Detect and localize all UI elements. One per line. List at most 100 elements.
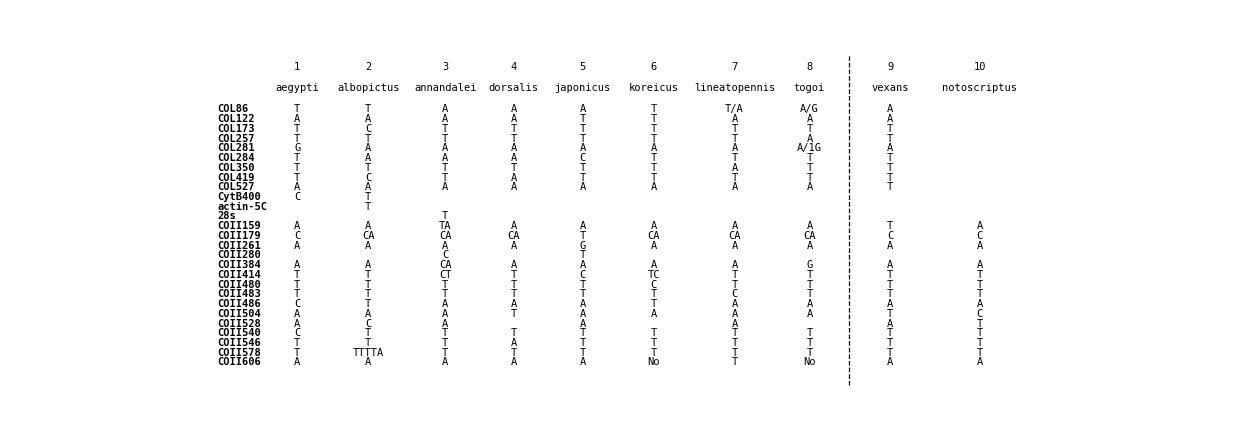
Text: T: T: [294, 290, 300, 300]
Text: A: A: [579, 143, 585, 153]
Text: A: A: [511, 338, 517, 348]
Text: japonicus: japonicus: [554, 82, 611, 92]
Text: T: T: [887, 221, 893, 231]
Text: T: T: [443, 290, 449, 300]
Text: A: A: [511, 114, 517, 124]
Text: T: T: [806, 338, 812, 348]
Text: T: T: [806, 163, 812, 173]
Text: A: A: [732, 241, 738, 251]
Text: T: T: [732, 279, 738, 290]
Text: COII384: COII384: [217, 260, 262, 270]
Text: A: A: [806, 309, 812, 319]
Text: A: A: [294, 182, 300, 192]
Text: T: T: [806, 290, 812, 300]
Text: T: T: [366, 328, 372, 338]
Text: T: T: [976, 338, 982, 348]
Text: A: A: [366, 309, 372, 319]
Text: T: T: [732, 270, 738, 280]
Text: 8: 8: [806, 62, 812, 72]
Text: A: A: [976, 299, 982, 309]
Text: T: T: [806, 270, 812, 280]
Text: A: A: [579, 182, 585, 192]
Text: A: A: [887, 114, 893, 124]
Text: A: A: [294, 319, 300, 329]
Text: T: T: [651, 163, 657, 173]
Text: T: T: [443, 338, 449, 348]
Text: A: A: [887, 358, 893, 368]
Text: T: T: [887, 173, 893, 183]
Text: A: A: [732, 163, 738, 173]
Text: T: T: [294, 338, 300, 348]
Text: T: T: [294, 124, 300, 134]
Text: A: A: [511, 260, 517, 270]
Text: T: T: [651, 153, 657, 163]
Text: T: T: [443, 279, 449, 290]
Text: A: A: [511, 104, 517, 114]
Text: CA: CA: [362, 231, 374, 241]
Text: C: C: [443, 250, 449, 260]
Text: A: A: [651, 241, 657, 251]
Text: 28s: 28s: [217, 211, 236, 221]
Text: T: T: [976, 348, 982, 358]
Text: T: T: [443, 124, 449, 134]
Text: COII480: COII480: [217, 279, 262, 290]
Text: T: T: [806, 124, 812, 134]
Text: A: A: [511, 241, 517, 251]
Text: T: T: [579, 124, 585, 134]
Text: A: A: [806, 299, 812, 309]
Text: T: T: [887, 163, 893, 173]
Text: T: T: [732, 328, 738, 338]
Text: lineatopennis: lineatopennis: [694, 82, 775, 92]
Text: T: T: [366, 202, 372, 212]
Text: A: A: [806, 241, 812, 251]
Text: T: T: [976, 279, 982, 290]
Text: 1: 1: [294, 62, 300, 72]
Text: TA: TA: [439, 221, 451, 231]
Text: T: T: [366, 270, 372, 280]
Text: C: C: [887, 231, 893, 241]
Text: T: T: [366, 192, 372, 202]
Text: A: A: [294, 358, 300, 368]
Text: A: A: [651, 182, 657, 192]
Text: COII159: COII159: [217, 221, 262, 231]
Text: C: C: [579, 153, 585, 163]
Text: T: T: [579, 328, 585, 338]
Text: T: T: [651, 299, 657, 309]
Text: actin-5C: actin-5C: [217, 202, 268, 212]
Text: A: A: [887, 260, 893, 270]
Text: COL350: COL350: [217, 163, 255, 173]
Text: A: A: [806, 221, 812, 231]
Text: C: C: [976, 309, 982, 319]
Text: CytB400: CytB400: [217, 192, 262, 202]
Text: COII504: COII504: [217, 309, 262, 319]
Text: A: A: [976, 260, 982, 270]
Text: CT: CT: [439, 270, 451, 280]
Text: C: C: [294, 328, 300, 338]
Text: A: A: [443, 114, 449, 124]
Text: G: G: [806, 260, 812, 270]
Text: T: T: [511, 270, 517, 280]
Text: T: T: [294, 133, 300, 143]
Text: A: A: [366, 153, 372, 163]
Text: COL281: COL281: [217, 143, 255, 153]
Text: T: T: [294, 104, 300, 114]
Text: CA: CA: [728, 231, 740, 241]
Text: A: A: [732, 260, 738, 270]
Text: T: T: [579, 290, 585, 300]
Text: A: A: [976, 221, 982, 231]
Text: G: G: [294, 143, 300, 153]
Text: A: A: [443, 153, 449, 163]
Text: T: T: [511, 133, 517, 143]
Text: 3: 3: [443, 62, 449, 72]
Text: T: T: [294, 173, 300, 183]
Text: A: A: [887, 241, 893, 251]
Text: A: A: [579, 221, 585, 231]
Text: T: T: [366, 290, 372, 300]
Text: TC: TC: [647, 270, 660, 280]
Text: CA: CA: [507, 231, 520, 241]
Text: T: T: [511, 348, 517, 358]
Text: TTTTA: TTTTA: [352, 348, 384, 358]
Text: CA: CA: [439, 260, 451, 270]
Text: T: T: [887, 328, 893, 338]
Text: COII528: COII528: [217, 319, 262, 329]
